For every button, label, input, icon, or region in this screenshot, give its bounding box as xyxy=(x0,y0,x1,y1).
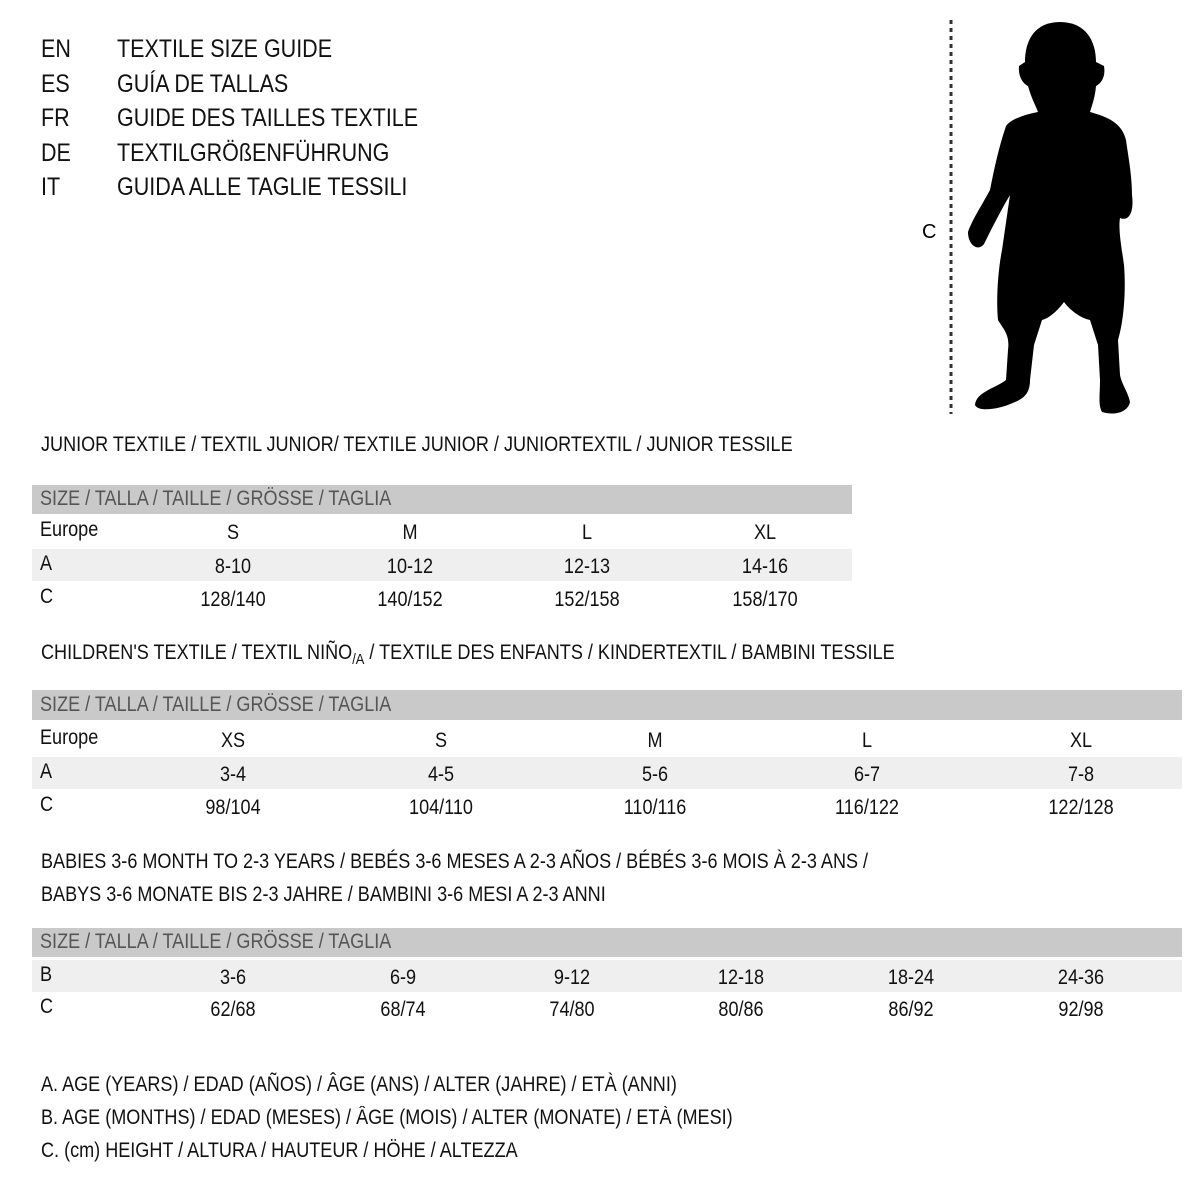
table-cell: 6-9 xyxy=(389,966,417,989)
row-label: B xyxy=(40,963,53,986)
children-row-bg xyxy=(32,757,1182,789)
silhouette-shape xyxy=(968,22,1133,414)
title-lang-code: FR xyxy=(41,104,70,132)
table-cell: 6-7 xyxy=(853,763,881,786)
babies-row-bg xyxy=(32,960,1182,992)
babies-title-line1: BABIES 3-6 MONTH TO 2-3 YEARS / BEBÉS 3-… xyxy=(41,850,869,873)
figure-label: C xyxy=(922,221,936,243)
table-cell: 5-6 xyxy=(641,763,669,786)
junior-row-bg xyxy=(32,549,852,581)
children-size-header: SIZE / TALLA / TAILLE / GRÖSSE / TAGLIA xyxy=(40,693,392,716)
table-cell: 8-10 xyxy=(214,555,252,578)
junior-header-bar xyxy=(32,485,852,514)
table-cell: 92/98 xyxy=(1058,998,1104,1021)
table-cell: M xyxy=(647,729,663,752)
title-lang-code: ES xyxy=(41,69,70,98)
table-cell: 4-5 xyxy=(427,763,455,786)
table-cell: 9-12 xyxy=(553,966,591,989)
table-cell: 10-12 xyxy=(386,555,434,578)
table-cell: 110/116 xyxy=(623,796,687,819)
table-cell: XS xyxy=(220,729,246,752)
table-cell: 116/122 xyxy=(835,796,899,819)
table-cell: 128/140 xyxy=(200,588,266,611)
title-lang-code: EN xyxy=(41,35,71,63)
table-cell: 3-6 xyxy=(219,966,247,989)
row-label: Europe xyxy=(40,518,99,541)
legend-item: A. AGE (YEARS) / EDAD (AÑOS) / ÂGE (ANS)… xyxy=(41,1073,677,1096)
child-silhouette-icon: C xyxy=(922,20,1133,414)
children-title-sub: /A xyxy=(352,651,365,669)
children-header-bar xyxy=(32,690,1182,720)
table-cell: 3-4 xyxy=(219,763,247,786)
table-cell: 24-36 xyxy=(1057,966,1105,989)
table-cell: 14-16 xyxy=(741,555,789,578)
row-label: C xyxy=(40,995,54,1018)
table-cell: 140/152 xyxy=(377,588,443,611)
row-label: A xyxy=(40,552,53,575)
children-title-rest: / TEXTILE DES ENFANTS / KINDERTEXTIL / B… xyxy=(364,641,895,664)
table-cell: 74/80 xyxy=(549,998,595,1021)
title-text: TEXTILE SIZE GUIDE xyxy=(117,35,333,63)
table-cell: 7-8 xyxy=(1067,763,1095,786)
table-cell: 80/86 xyxy=(718,998,764,1021)
table-cell: M xyxy=(402,521,418,544)
table-cell: 152/158 xyxy=(554,588,620,611)
children-title: CHILDREN'S TEXTILE / TEXTIL NIÑO/A / TEX… xyxy=(41,638,895,675)
table-cell: S xyxy=(226,521,240,544)
table-cell: XL xyxy=(753,521,777,544)
legend-item: C. (cm) HEIGHT / ALTURA / HAUTEUR / HÖHE… xyxy=(41,1139,518,1162)
table-cell: 12-18 xyxy=(717,966,765,989)
table-cell: S xyxy=(434,729,448,752)
babies-header-bar xyxy=(32,928,1182,957)
row-label: C xyxy=(40,585,54,608)
children-title-main: CHILDREN'S TEXTILE / TEXTIL NIÑO xyxy=(41,641,353,664)
table-cell: 158/170 xyxy=(732,588,798,611)
title-text: GUIDE DES TAILLES TEXTILE xyxy=(117,104,419,132)
table-cell: 98/104 xyxy=(205,796,261,819)
table-cell: 86/92 xyxy=(888,998,934,1021)
row-label: Europe xyxy=(40,726,99,749)
table-cell: 104/110 xyxy=(409,796,473,819)
table-cell: XL xyxy=(1069,729,1093,752)
title-text: TEXTILGRÖßENFÜHRUNG xyxy=(117,138,390,167)
table-cell: 12-13 xyxy=(563,555,611,578)
junior-size-header: SIZE / TALLA / TAILLE / GRÖSSE / TAGLIA xyxy=(40,487,392,510)
legend-item: B. AGE (MONTHS) / EDAD (MESES) / ÂGE (MO… xyxy=(41,1106,733,1129)
junior-title: JUNIOR TEXTILE / TEXTIL JUNIOR/ TEXTILE … xyxy=(41,433,793,456)
title-lang-code: IT xyxy=(41,173,61,201)
title-text: GUIDA ALLE TAGLIE TESSILI xyxy=(117,173,408,201)
title-text: GUÍA DE TALLAS xyxy=(117,69,289,98)
babies-size-header: SIZE / TALLA / TAILLE / GRÖSSE / TAGLIA xyxy=(40,930,392,953)
table-cell: 62/68 xyxy=(210,998,256,1021)
babies-title-line2: BABYS 3-6 MONATE BIS 2-3 JAHRE / BAMBINI… xyxy=(41,883,606,906)
table-cell: 122/128 xyxy=(1048,796,1114,819)
table-cell: 68/74 xyxy=(380,998,426,1021)
table-cell: L xyxy=(861,729,873,752)
row-label: C xyxy=(40,793,54,816)
table-cell: 18-24 xyxy=(887,966,935,989)
row-label: A xyxy=(40,760,53,783)
title-lang-code: DE xyxy=(41,138,71,167)
table-cell: L xyxy=(581,521,593,544)
